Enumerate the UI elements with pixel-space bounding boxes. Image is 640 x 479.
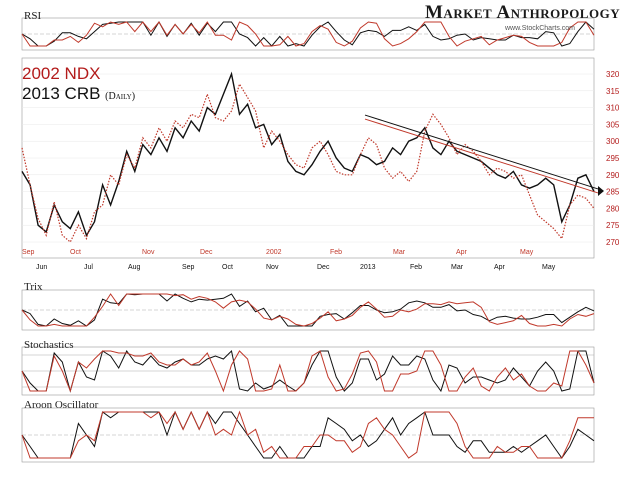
stochastics-crb-line: [21, 350, 595, 393]
x-tick-label-2013: Jun: [36, 264, 47, 271]
trendline-lower: [364, 118, 599, 194]
x-tick-label-2013: Sep: [182, 264, 195, 271]
y-tick-label: 295: [606, 154, 620, 163]
y-tick-label: 310: [606, 104, 620, 113]
x-tick-label-2002: Apr: [456, 249, 468, 256]
ndx-series-line: [21, 82, 595, 243]
indicator-series: [21, 21, 595, 459]
x-tick-label-2002: Mar: [393, 249, 406, 256]
aroon-ndx-line: [21, 410, 594, 459]
y-tick-label: 315: [606, 87, 620, 96]
x-tick-label-2002: May: [520, 249, 534, 256]
x-tick-label-2013: Dec: [317, 264, 330, 271]
x-tick-label-2013: Jul: [84, 264, 93, 271]
rsi-ndx-line: [21, 21, 595, 47]
y-tick-label: 320: [606, 70, 620, 79]
y-tick-label: 275: [606, 221, 620, 230]
axis-labels: 320 315 310 305 300 295 290 285 280 275 270 Sep Oct N…: [22, 70, 620, 271]
y-tick-label: 290: [606, 171, 620, 180]
x-tick-label-2002: Sep: [22, 249, 35, 256]
x-tick-label-2002: 2002: [266, 249, 282, 256]
y-tick-label: 270: [606, 238, 620, 247]
x-tick-label-2013: Oct: [222, 264, 233, 271]
chart-title-ndx: 2002 NDX: [22, 64, 101, 83]
trendline-arrow: [598, 185, 604, 196]
chart-title-crb: 2013 CRB (Daily): [22, 84, 135, 104]
x-tick-label-2013: Apr: [494, 264, 506, 271]
x-tick-label-2002: Nov: [142, 249, 155, 256]
trix-ndx-line: [21, 293, 595, 327]
y-tick-label: 300: [606, 137, 620, 146]
x-tick-label-2013: 2013: [360, 264, 376, 271]
x-tick-label-2013: Feb: [410, 264, 422, 271]
chart-title-daily-note: (Daily): [105, 91, 136, 102]
panel-grid: [22, 33, 594, 436]
stochastics-panel-label: Stochastics: [24, 339, 74, 351]
y-tick-label: 280: [606, 204, 620, 213]
trendline-upper: [364, 114, 599, 190]
aroon-panel-label: Aroon Oscillator: [24, 399, 99, 411]
aroon-crb-line: [21, 410, 595, 459]
main-series: [21, 71, 604, 243]
stochastics-ndx-line: [21, 350, 595, 393]
crb-series-line: [21, 71, 595, 237]
x-tick-label-2013: Mar: [451, 264, 464, 271]
x-tick-label-2002: Feb: [330, 249, 342, 256]
rsi-panel-label: RSI: [24, 10, 42, 22]
brand-logo: Market Anthropology: [425, 2, 621, 23]
y-tick-label: 285: [606, 188, 620, 197]
x-tick-label-2013: Nov: [266, 264, 279, 271]
x-tick-label-2013: May: [542, 264, 556, 271]
trix-panel-label: Trix: [24, 281, 43, 293]
x-tick-label-2002: Oct: [70, 249, 81, 256]
y-tick-label: 305: [606, 120, 620, 129]
x-tick-label-2002: Dec: [200, 249, 213, 256]
x-tick-label-2013: Aug: [128, 264, 141, 271]
brand-subtitle: www.StockCharts.com: [505, 25, 576, 32]
chart-title-crb-text: 2013 CRB: [22, 84, 101, 103]
